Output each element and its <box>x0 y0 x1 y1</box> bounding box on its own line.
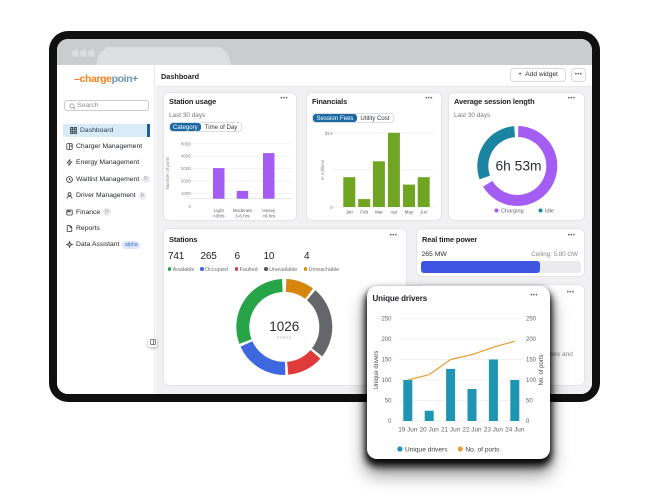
svg-text:In millions: In millions <box>320 159 325 180</box>
svg-text:200: 200 <box>526 337 537 343</box>
svg-text:22 Jun: 22 Jun <box>462 426 482 433</box>
svg-text:50: 50 <box>385 398 392 404</box>
svg-text:50: 50 <box>526 398 533 404</box>
svg-text:250: 250 <box>526 316 537 322</box>
svg-text:24 Jun: 24 Jun <box>505 426 525 433</box>
svg-text:150: 150 <box>526 357 537 363</box>
svg-text:Apr: Apr <box>390 209 398 214</box>
svg-text:0: 0 <box>188 204 191 209</box>
svg-text:1000: 1000 <box>180 190 191 195</box>
svg-text:3-6 hrs: 3-6 hrs <box>235 213 250 218</box>
svg-text:6h 53m: 6h 53m <box>495 158 541 173</box>
svg-text:3000: 3000 <box>180 166 191 171</box>
svg-text:100: 100 <box>526 378 537 384</box>
svg-text:150: 150 <box>381 357 392 363</box>
svg-text:4000: 4000 <box>180 153 191 158</box>
svg-text:Mar: Mar <box>374 209 382 214</box>
svg-text:Unique drivers: Unique drivers <box>374 350 380 389</box>
svg-text:Heavy: Heavy <box>262 208 276 213</box>
svg-text:May: May <box>404 209 413 214</box>
svg-text:0: 0 <box>388 419 392 425</box>
svg-text:Jan: Jan <box>345 209 353 214</box>
svg-text:Moderate: Moderate <box>232 208 252 213</box>
svg-text:23 Jun: 23 Jun <box>484 426 504 433</box>
svg-text:1026: 1026 <box>269 319 299 334</box>
svg-text:No. of ports: No. of ports <box>539 354 545 385</box>
svg-text:Feb: Feb <box>360 209 368 214</box>
svg-text:250: 250 <box>381 316 392 322</box>
svg-text:No. of ports: No. of ports <box>465 446 500 453</box>
svg-text:Light: Light <box>213 208 224 213</box>
svg-text:PORTS: PORTS <box>276 336 291 340</box>
svg-text:200: 200 <box>381 337 392 343</box>
svg-text:Jun: Jun <box>419 209 427 214</box>
svg-text:21 Jun: 21 Jun <box>441 426 461 433</box>
svg-text:100: 100 <box>381 378 392 384</box>
svg-text:0: 0 <box>329 204 332 209</box>
svg-text:Unique drivers: Unique drivers <box>405 446 448 453</box>
svg-text:5000: 5000 <box>180 141 191 146</box>
svg-text:Charging: Charging <box>501 208 524 214</box>
svg-text:<3hrs: <3hrs <box>212 213 224 218</box>
svg-text:>6 hrs: >6 hrs <box>262 213 276 218</box>
svg-text:19 Jun: 19 Jun <box>398 426 418 433</box>
svg-text:20 Jun: 20 Jun <box>420 426 440 433</box>
svg-text:2000: 2000 <box>180 178 191 183</box>
svg-text:Idle: Idle <box>545 208 554 214</box>
svg-text:0: 0 <box>526 419 530 425</box>
svg-text:Number of ports: Number of ports <box>165 155 170 189</box>
svg-text:$10: $10 <box>324 130 332 135</box>
